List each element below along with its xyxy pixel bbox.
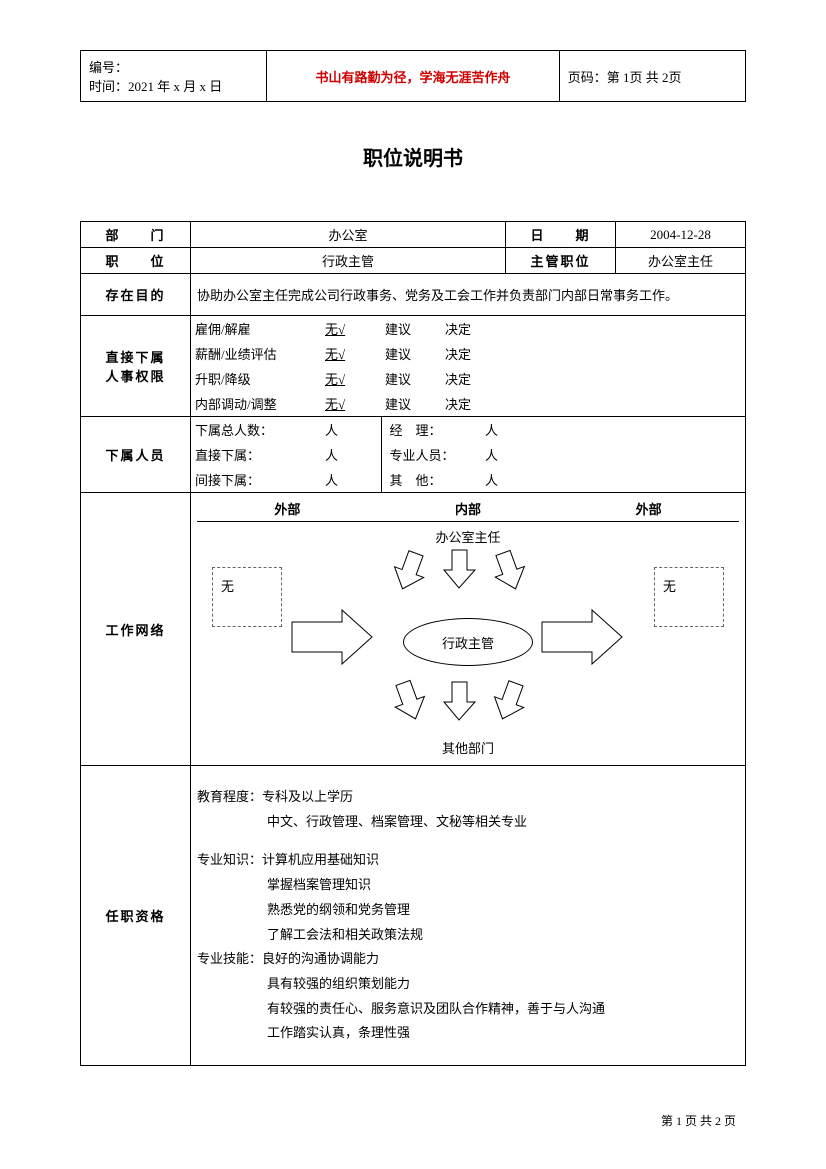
pos-label: 职 位 bbox=[81, 248, 191, 274]
net-col-ext-l: 外部 bbox=[197, 496, 378, 521]
serial-label: 编号： bbox=[89, 57, 258, 76]
document-title: 职位说明书 bbox=[80, 142, 746, 171]
page-value: 第 1页 共 2页 bbox=[607, 70, 682, 85]
date-label: 日 期 bbox=[506, 222, 616, 248]
sub-r-0-v: 人 bbox=[481, 417, 745, 442]
hr-item-2: 升职/降级 bbox=[191, 366, 321, 391]
hr-none-3: 无√ bbox=[325, 397, 345, 412]
job-description-table: 部 门 办公室 日 期 2004-12-28 职 位 行政主管 主管职位 办公室… bbox=[80, 221, 746, 1066]
qual-skill3: 有较强的责任心、服务意识及团队合作精神，善于与人沟通 bbox=[267, 997, 739, 1022]
qual-edu2: 中文、行政管理、档案管理、文秘等相关专业 bbox=[267, 810, 739, 835]
hr-item-0: 雇佣/解雇 bbox=[191, 316, 321, 341]
qual-know3: 熟悉党的纲领和党务管理 bbox=[267, 898, 739, 923]
hr-advise-3: 建议 bbox=[381, 391, 441, 416]
time-value: 2021 年 x 月 x 日 bbox=[128, 79, 222, 94]
hr-item-1: 薪酬/业绩评估 bbox=[191, 341, 321, 366]
purpose-value: 协助办公室主任完成公司行政事务、党务及工会工作并负责部门内部日常事务工作。 bbox=[191, 274, 746, 316]
hr-decide-1: 决定 bbox=[441, 341, 745, 366]
net-col-ext-r: 外部 bbox=[558, 496, 739, 521]
sub-l-0-v: 人 bbox=[321, 417, 381, 442]
sub-r-1-k: 专业人员： bbox=[381, 442, 481, 467]
hr-decide-0: 决定 bbox=[441, 316, 745, 341]
time-label: 时间： bbox=[89, 79, 128, 94]
sub-l-2-v: 人 bbox=[321, 467, 381, 492]
sub-l-1-v: 人 bbox=[321, 442, 381, 467]
header-left: 编号： 时间：2021 年 x 月 x 日 bbox=[81, 51, 267, 102]
hr-auth-inner: 雇佣/解雇 无√ 建议 决定 薪酬/业绩评估 无√ 建议 决定 升职/降级 无√ bbox=[191, 316, 745, 416]
hr-auth-label: 直接下属 人事权限 bbox=[81, 316, 191, 417]
qual-label: 任职资格 bbox=[81, 766, 191, 1066]
header-motto: 书山有路勤为径，学海无涯苦作舟 bbox=[267, 51, 560, 102]
qual-content: 教育程度：专科及以上学历 中文、行政管理、档案管理、文秘等相关专业 专业知识：计… bbox=[191, 766, 746, 1066]
qual-know-label: 专业知识： bbox=[197, 852, 262, 867]
qual-edu1: 专科及以上学历 bbox=[262, 789, 353, 804]
qual-know4: 了解工会法和相关政策法规 bbox=[267, 923, 739, 948]
sub-inner: 下属总人数： 人 经 理： 人 直接下属： 人 专业人员： 人 间接下属： 人 bbox=[191, 417, 745, 492]
hr-advise-0: 建议 bbox=[381, 316, 441, 341]
hr-decide-2: 决定 bbox=[441, 366, 745, 391]
network-label: 工作网络 bbox=[81, 493, 191, 766]
pos-value: 行政主管 bbox=[191, 248, 506, 274]
hr-none-0: 无√ bbox=[325, 322, 345, 337]
hr-none-2: 无√ bbox=[325, 372, 345, 387]
qual-skill4: 工作踏实认真，条理性强 bbox=[267, 1021, 739, 1046]
sub-r-1-v: 人 bbox=[481, 442, 745, 467]
sup-label: 主管职位 bbox=[506, 248, 616, 274]
qual-skill-label: 专业技能： bbox=[197, 951, 262, 966]
qual-edu-label: 教育程度： bbox=[197, 789, 262, 804]
page-label: 页码： bbox=[568, 70, 607, 85]
sub-label: 下属人员 bbox=[81, 417, 191, 493]
date-value: 2004-12-28 bbox=[616, 222, 746, 248]
hr-advise-2: 建议 bbox=[381, 366, 441, 391]
network-diagram: 外部 内部 外部 办公室主任 其他部门 无 无 行政主管 bbox=[191, 493, 746, 766]
page-header: 编号： 时间：2021 年 x 月 x 日 书山有路勤为径，学海无涯苦作舟 页码… bbox=[80, 50, 746, 102]
sub-r-0-k: 经 理： bbox=[381, 417, 481, 442]
net-arrows bbox=[197, 522, 739, 762]
hr-advise-1: 建议 bbox=[381, 341, 441, 366]
qual-know1: 计算机应用基础知识 bbox=[262, 852, 379, 867]
qual-skill1: 良好的沟通协调能力 bbox=[262, 951, 379, 966]
hr-item-3: 内部调动/调整 bbox=[191, 391, 321, 416]
dept-value: 办公室 bbox=[191, 222, 506, 248]
sub-l-2-k: 间接下属： bbox=[191, 467, 321, 492]
net-col-int: 内部 bbox=[378, 496, 559, 521]
qual-know2: 掌握档案管理知识 bbox=[267, 873, 739, 898]
purpose-label: 存在目的 bbox=[81, 274, 191, 316]
sub-l-0-k: 下属总人数： bbox=[191, 417, 321, 442]
sub-r-2-v: 人 bbox=[481, 467, 745, 492]
sub-l-1-k: 直接下属： bbox=[191, 442, 321, 467]
dept-label: 部 门 bbox=[81, 222, 191, 248]
sub-r-2-k: 其 他： bbox=[381, 467, 481, 492]
sup-value: 办公室主任 bbox=[616, 248, 746, 274]
qual-skill2: 具有较强的组织策划能力 bbox=[267, 972, 739, 997]
hr-none-1: 无√ bbox=[325, 347, 345, 362]
header-page: 页码：第 1页 共 2页 bbox=[559, 51, 745, 102]
page-footer: 第 1 页 共 2 页 bbox=[661, 1112, 736, 1129]
hr-decide-3: 决定 bbox=[441, 391, 745, 416]
